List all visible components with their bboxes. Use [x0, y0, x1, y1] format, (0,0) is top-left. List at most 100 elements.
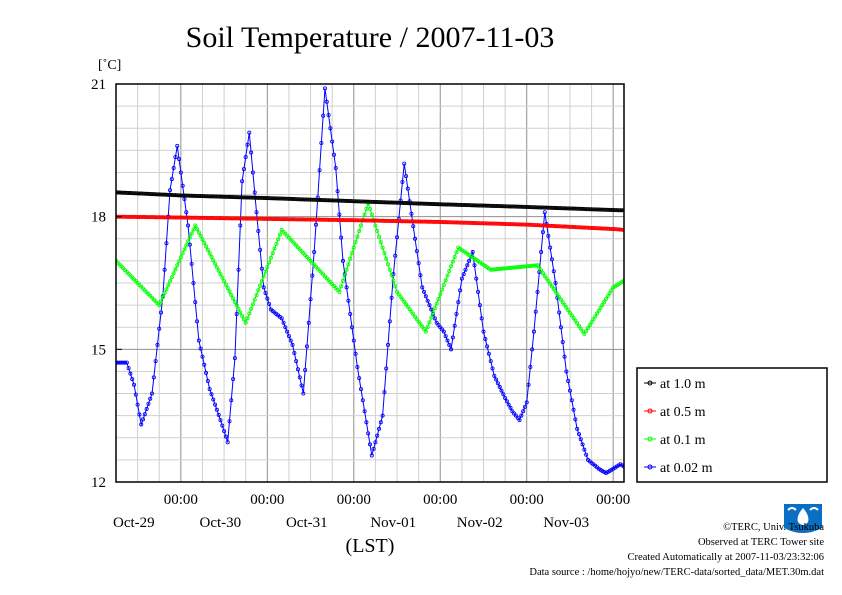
series-point: [355, 365, 360, 370]
series-point: [584, 207, 589, 212]
series-point: [310, 273, 315, 278]
series-point: [261, 274, 266, 279]
series-point: [308, 197, 313, 202]
series-point: [119, 360, 124, 365]
series-point: [169, 275, 174, 280]
series-point: [121, 190, 126, 195]
series-point: [603, 297, 608, 302]
series-point: [373, 218, 378, 223]
series-point: [553, 205, 558, 210]
series-point: [461, 220, 466, 225]
series-point: [231, 195, 236, 200]
series-point: [602, 299, 607, 304]
series-point: [614, 208, 619, 213]
series-point: [474, 221, 479, 226]
series-point: [393, 219, 398, 224]
series-point: [312, 217, 317, 222]
series-point: [175, 193, 180, 198]
series-point: [144, 191, 149, 196]
series-point: [283, 217, 288, 222]
series-point: [510, 222, 515, 227]
series-point: [193, 300, 198, 305]
series-point: [234, 216, 239, 221]
series-point: [173, 154, 178, 159]
series-point: [585, 326, 590, 331]
series-point: [211, 194, 216, 199]
series-point: [535, 263, 540, 268]
series-point: [209, 194, 214, 199]
series-point: [409, 201, 414, 206]
series-point: [321, 217, 326, 222]
series-point: [431, 310, 436, 315]
series-point: [133, 214, 138, 219]
series-point: [454, 220, 459, 225]
series-point: [177, 157, 182, 162]
series-point: [555, 292, 560, 297]
series-point: [162, 291, 167, 296]
series-point: [198, 233, 203, 238]
x-tick-date-label: Nov-03: [543, 515, 589, 531]
series-point: [240, 216, 245, 221]
series-point: [243, 216, 248, 221]
series-point: [220, 216, 225, 221]
series-point: [148, 215, 153, 220]
series-point: [270, 251, 275, 256]
series-point: [626, 209, 629, 212]
series-point: [646, 209, 649, 212]
series-point: [539, 250, 544, 255]
series-point: [573, 318, 578, 323]
series-point: [196, 215, 201, 220]
series-point: [304, 344, 309, 349]
series-point: [288, 338, 293, 343]
series-group: [116, 86, 654, 476]
series-point: [364, 218, 369, 223]
series-point: [492, 267, 497, 272]
series-point: [524, 400, 529, 405]
series-point: [429, 219, 434, 224]
series-point: [267, 302, 272, 307]
series-point: [535, 223, 540, 228]
series-point: [508, 222, 513, 227]
series-point: [531, 329, 536, 334]
series-point: [499, 204, 504, 209]
series-point: [238, 223, 243, 228]
series-point: [331, 152, 336, 157]
series-point: [438, 292, 443, 297]
series-point: [503, 221, 508, 226]
series-point: [593, 207, 598, 212]
series-point: [607, 207, 612, 212]
series-point: [587, 323, 592, 328]
series-point: [171, 271, 176, 276]
series-point: [295, 367, 300, 372]
series-point: [310, 217, 315, 222]
series-point: [644, 230, 647, 233]
series-point: [279, 217, 284, 222]
series-point: [651, 320, 654, 323]
series-point: [218, 418, 223, 423]
series-point: [146, 215, 151, 220]
series-point: [432, 306, 437, 311]
series-point: [346, 298, 351, 303]
series-point: [344, 285, 349, 290]
series-point: [548, 223, 553, 228]
series-point: [497, 266, 502, 271]
series-point: [582, 225, 587, 230]
series-point: [423, 201, 428, 206]
series-point: [351, 338, 356, 343]
series-point: [348, 311, 353, 316]
series-point: [362, 409, 367, 414]
series-point: [340, 278, 345, 283]
series-point: [164, 215, 169, 220]
series-point: [537, 265, 542, 270]
series-point: [633, 273, 636, 276]
series-point: [585, 225, 590, 230]
series-point: [576, 432, 581, 437]
series-point: [422, 219, 427, 224]
series-point: [366, 218, 371, 223]
series-point: [537, 205, 542, 210]
series-point: [549, 205, 554, 210]
series-point: [200, 354, 205, 359]
series-point: [160, 295, 165, 300]
series-point: [150, 391, 155, 396]
series-point: [438, 202, 443, 207]
